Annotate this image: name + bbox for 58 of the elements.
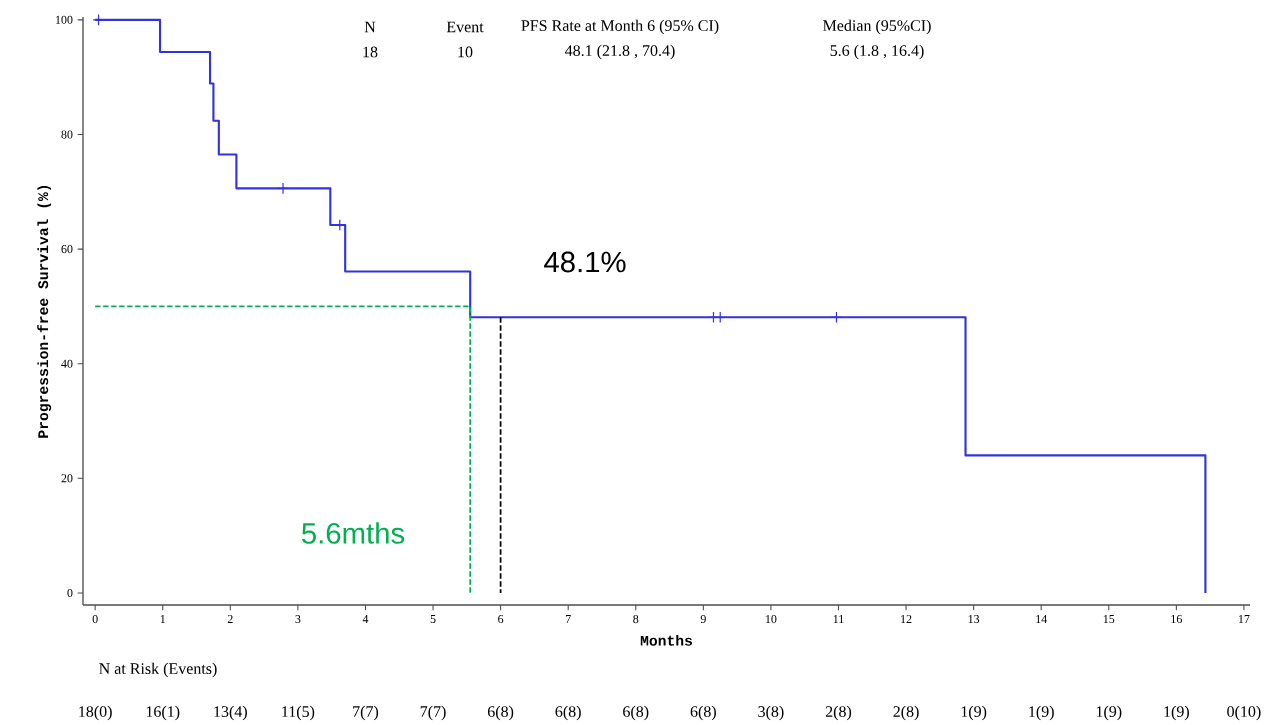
x-tick-label: 15 (1103, 615, 1115, 624)
y-tick-label: 40 (61, 359, 73, 368)
x-tick-label: 5 (430, 615, 436, 624)
y-tick-label: 80 (61, 130, 73, 139)
x-tick-label: 3 (295, 615, 301, 624)
annotation: 48.1% (544, 251, 626, 273)
annotation: 5.6mths (302, 522, 405, 544)
x-tick-label: 16 (1171, 615, 1182, 624)
annotation: Median (95%CI) (823, 19, 931, 35)
x-tick-label: 17 (1238, 615, 1250, 624)
text: 1(9) (961, 705, 987, 721)
text: 0(10) (1227, 705, 1261, 721)
y-tick-label: 100 (56, 15, 73, 25)
text: 6(8) (555, 705, 581, 721)
text: 11(5) (282, 705, 315, 721)
annotation: 10 (458, 46, 473, 58)
x-tick-label: 0 (92, 615, 98, 624)
text: 6(8) (487, 705, 514, 721)
x-axis-title: Months (640, 635, 692, 646)
x-tick-label: 7 (565, 615, 571, 624)
x-tick-label: 6 (498, 615, 504, 624)
text: 1(9) (1096, 705, 1122, 721)
y-axis-title: Progression-free Survival (%) (37, 186, 52, 438)
text: 13(4) (214, 705, 247, 721)
point (277, 182, 289, 195)
x-tick-label: 8 (633, 615, 639, 624)
point (830, 311, 843, 324)
y-tick-label: 60 (61, 245, 73, 254)
text: 1(9) (1029, 705, 1054, 721)
point (714, 311, 727, 324)
text: 7(7) (420, 705, 446, 721)
annotation: 18 (363, 46, 378, 58)
x-tick-label: 1 (160, 615, 166, 624)
x-tick-label: 14 (1036, 615, 1048, 624)
x-tick-label: 2 (227, 615, 233, 624)
annotation: PFS Rate at Month 6 (95% CI) (521, 19, 719, 35)
text: 3(8) (758, 705, 784, 721)
x-tick-label: 10 (765, 615, 777, 624)
annotation: Event (446, 21, 484, 33)
y-tick-label: 0 (67, 589, 73, 598)
text: 6(8) (623, 705, 649, 721)
x-tick-label: 12 (901, 615, 912, 624)
x-tick-label: 13 (968, 615, 980, 624)
text: 6(8) (690, 705, 716, 721)
text: 2(8) (893, 705, 919, 721)
x-tick-label: 9 (700, 615, 706, 624)
x-tick-label: 4 (362, 615, 369, 624)
text: 2(8) (825, 705, 852, 721)
annotation: N (364, 21, 376, 33)
annotation: 5.6 (1.8 , 16.4) (830, 44, 924, 60)
text: 18(0) (79, 705, 112, 721)
annotation: 48.1 (21.8 , 70.4) (564, 44, 675, 60)
text: 1(9) (1164, 705, 1189, 721)
text: 16(1) (146, 705, 180, 721)
text: N at Risk (Events) (99, 662, 217, 678)
text: 7(7) (353, 705, 379, 721)
y-tick-label: 20 (61, 474, 73, 483)
x-tick-label: 11 (833, 615, 844, 624)
